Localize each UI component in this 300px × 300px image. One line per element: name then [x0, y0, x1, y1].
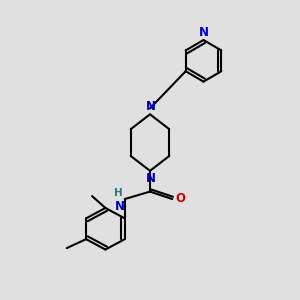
Text: H: H [114, 188, 122, 198]
Text: N: N [146, 172, 156, 185]
Text: N: N [199, 26, 208, 39]
Text: O: O [176, 192, 186, 205]
Text: N: N [146, 100, 156, 113]
Text: N: N [114, 200, 124, 213]
